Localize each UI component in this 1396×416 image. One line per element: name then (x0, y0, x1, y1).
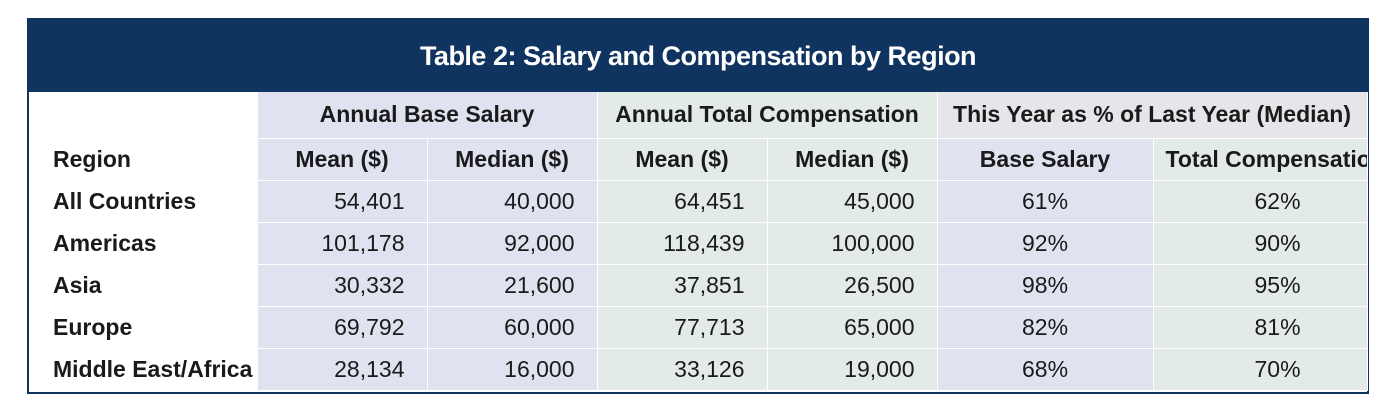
pct-total-cell: 70% (1153, 348, 1368, 391)
column-header-total-median: Median ($) (767, 138, 938, 181)
pct-total-cell: 90% (1153, 222, 1368, 265)
table-row: All Countries 54,401 40,000 64,451 45,00… (29, 180, 1368, 223)
column-header-region: Region (29, 138, 258, 181)
pct-base-cell: 98% (937, 264, 1154, 307)
table-row: Middle East/Africa 28,134 16,000 33,126 … (29, 348, 1368, 391)
pct-base-cell: 92% (937, 222, 1154, 265)
total-median-cell: 19,000 (767, 348, 938, 391)
table-row: Asia 30,332 21,600 37,851 26,500 98% 95% (29, 264, 1368, 307)
total-mean-cell: 77,713 (597, 306, 768, 349)
pct-total-cell: 95% (1153, 264, 1368, 307)
salary-table-frame: Table 2: Salary and Compensation by Regi… (27, 18, 1369, 394)
table-row: Europe 69,792 60,000 77,713 65,000 82% 8… (29, 306, 1368, 349)
region-cell: Americas (29, 222, 258, 265)
total-median-cell: 26,500 (767, 264, 938, 307)
base-mean-cell: 69,792 (257, 306, 428, 349)
table-title: Table 2: Salary and Compensation by Regi… (29, 20, 1367, 92)
base-mean-cell: 28,134 (257, 348, 428, 391)
column-header-pct-base-salary: Base Salary (937, 138, 1154, 181)
group-header-base-salary: Annual Base Salary (257, 92, 598, 139)
total-median-cell: 65,000 (767, 306, 938, 349)
group-header-total-compensation: Annual Total Compensation (597, 92, 938, 139)
column-header-base-median: Median ($) (427, 138, 598, 181)
total-median-cell: 100,000 (767, 222, 938, 265)
pct-total-cell: 62% (1153, 180, 1368, 223)
column-header-total-mean: Mean ($) (597, 138, 768, 181)
column-header-row: Region Mean ($) Median ($) Mean ($) Medi… (29, 138, 1368, 181)
base-mean-cell: 30,332 (257, 264, 428, 307)
base-mean-cell: 101,178 (257, 222, 428, 265)
column-header-base-mean: Mean ($) (257, 138, 428, 181)
base-median-cell: 40,000 (427, 180, 598, 223)
pct-base-cell: 68% (937, 348, 1154, 391)
base-median-cell: 21,600 (427, 264, 598, 307)
region-cell: All Countries (29, 180, 258, 223)
total-mean-cell: 64,451 (597, 180, 768, 223)
group-header-row: Annual Base Salary Annual Total Compensa… (29, 92, 1368, 139)
total-mean-cell: 37,851 (597, 264, 768, 307)
total-median-cell: 45,000 (767, 180, 938, 223)
base-mean-cell: 54,401 (257, 180, 428, 223)
total-mean-cell: 33,126 (597, 348, 768, 391)
pct-total-cell: 81% (1153, 306, 1368, 349)
group-header-pct-last-year: This Year as % of Last Year (Median) (937, 92, 1368, 139)
empty-corner-cell (29, 92, 258, 139)
table-row: Americas 101,178 92,000 118,439 100,000 … (29, 222, 1368, 265)
base-median-cell: 16,000 (427, 348, 598, 391)
region-cell: Europe (29, 306, 258, 349)
total-mean-cell: 118,439 (597, 222, 768, 265)
pct-base-cell: 61% (937, 180, 1154, 223)
base-median-cell: 92,000 (427, 222, 598, 265)
pct-base-cell: 82% (937, 306, 1154, 349)
salary-table: Annual Base Salary Annual Total Compensa… (29, 92, 1368, 391)
region-cell: Middle East/Africa (29, 348, 258, 391)
column-header-pct-total-compensation: Total Compensation (1153, 138, 1368, 181)
region-cell: Asia (29, 264, 258, 307)
base-median-cell: 60,000 (427, 306, 598, 349)
